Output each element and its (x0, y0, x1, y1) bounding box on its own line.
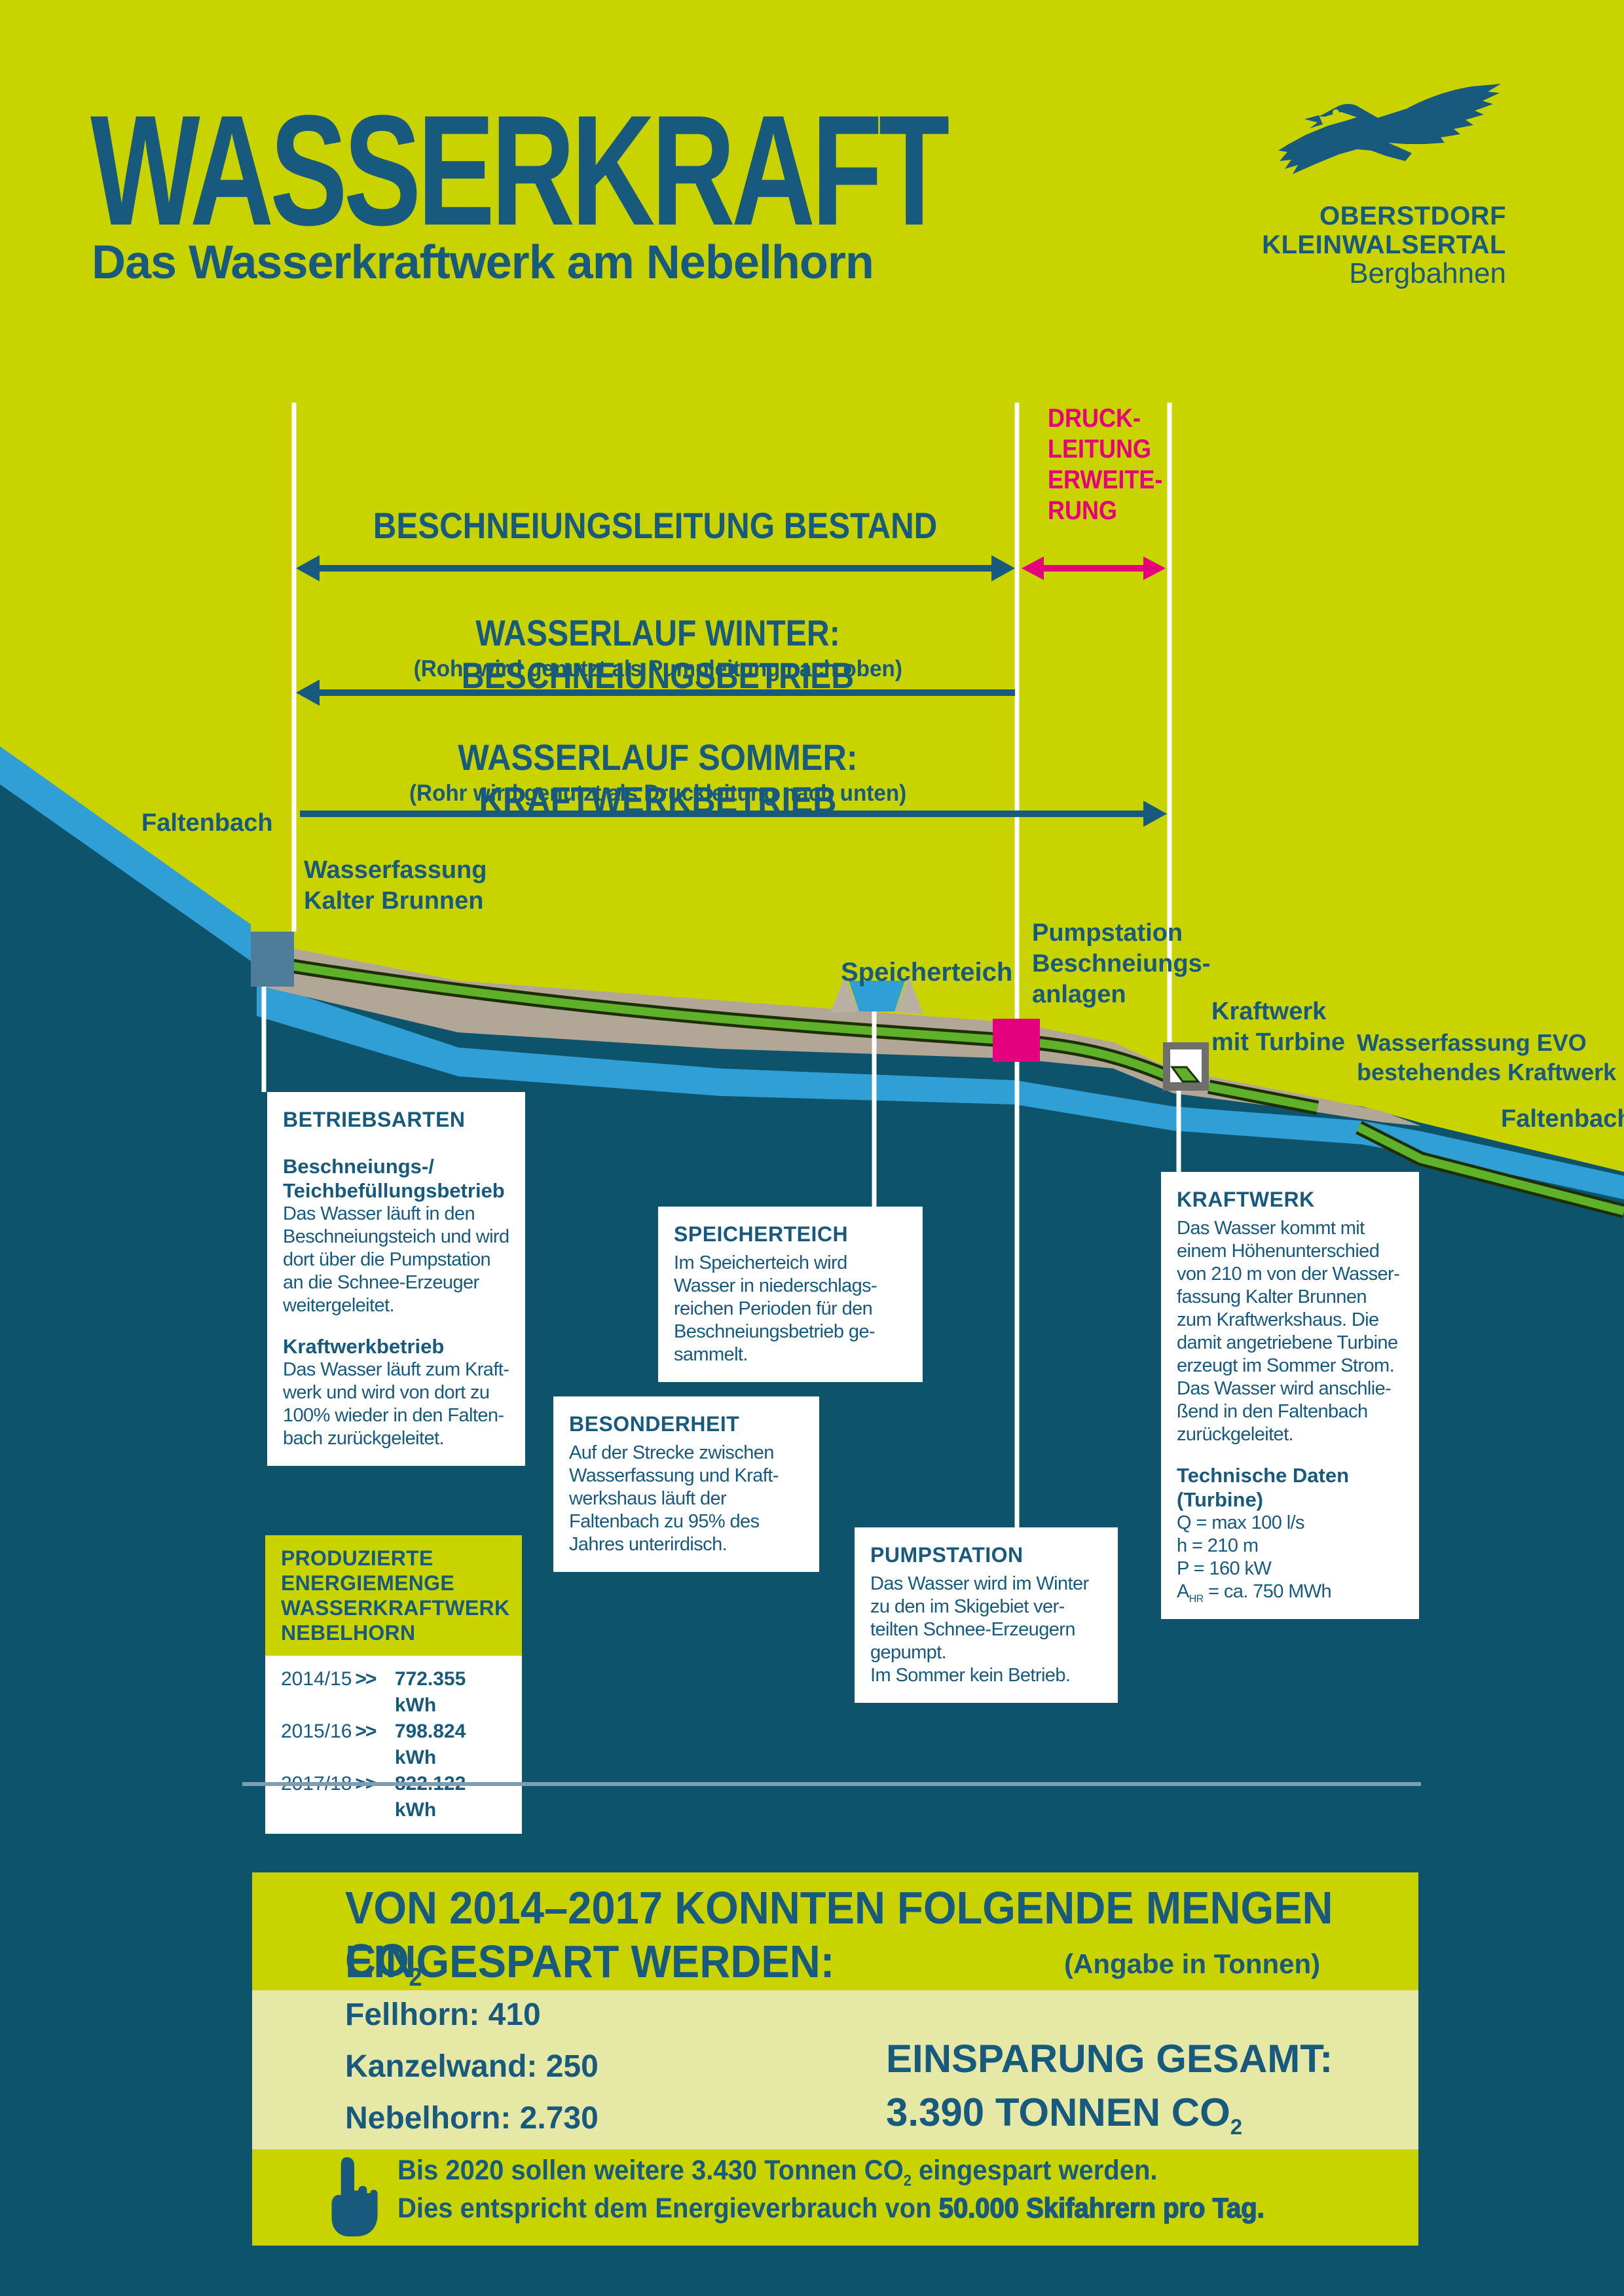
co2-mountain-values: Fellhorn: 410 Kanzelwand: 250 Nebelhorn:… (345, 1989, 599, 2144)
stream-underground (257, 981, 1624, 1199)
energiemenge-value: 772.355 kWh (394, 1668, 466, 1716)
label-pumpstation: Pumpstation Beschneiungs- anlagen (1032, 919, 1211, 1008)
pumpstation-structure (993, 1019, 1040, 1062)
infobox-besonderheit: BESONDERHEIT Auf der Strecke zwischen Wa… (553, 1396, 819, 1572)
page-subtitle: Das Wasserkraftwerk am Nebelhorn (92, 236, 874, 289)
label-beschneiungsleitung-bestand: BESCHNEIUNGSLEITUNG BESTAND (373, 505, 938, 546)
co2-row-kanzelwand: Kanzelwand: 250 (345, 2049, 599, 2084)
energiemenge-row: 2015/16 >> 798.824 kWh (281, 1719, 506, 1771)
co2-total: EINSPARUNG GESAMT: 3.390 TONNEN CO2 (886, 2032, 1333, 2140)
infobox-body: Das Wasser kommt mit einem Höhenuntersch… (1177, 1218, 1400, 1445)
energiemenge-year: 2015/16 (281, 1721, 352, 1742)
pipe-green (268, 958, 1179, 1084)
logo-line-kleinwalsertal: KLEINWALSERTAL (1262, 230, 1506, 259)
label-speicherteich: Speicherteich (841, 958, 1013, 987)
bestand-arrowhead-left (296, 555, 320, 581)
eagle-beak (1304, 115, 1323, 128)
stream-upper-left (0, 746, 251, 961)
bestand-arrowhead-right (991, 555, 1015, 581)
infobox-title: PUMPSTATION (870, 1543, 1024, 1567)
winter-arrowhead (296, 680, 320, 706)
infobox-subheading: Beschneiungs-/ Teichbefüllungsbetrieb (283, 1155, 505, 1202)
flow-arrows (296, 555, 1167, 827)
energiemenge-value: 798.824 kWh (394, 1721, 466, 1768)
label-wasserfassung-kalter-brunnen: Wasserfassung Kalter Brunnen (304, 856, 487, 915)
energiemenge-row: 2014/15 >> 772.355 kWh (281, 1666, 506, 1719)
infobox-pumpstation: PUMPSTATION Das Wasser wird im Winter zu… (855, 1527, 1118, 1703)
label-faltenbach-left: Faltenbach (141, 809, 273, 837)
connector-lines (261, 403, 1181, 1527)
label-faltenbach-right: Faltenbach (1501, 1105, 1624, 1133)
co2-savings-panel: VON 2014–2017 KONNTEN FOLGENDE MENGEN CO… (252, 1872, 1418, 2246)
energiemenge-value: 822.122 kWh (394, 1773, 466, 1821)
pond-water (849, 981, 905, 1011)
co2-note-line1: Bis 2020 sollen weitere 3.430 Tonnen CO2… (397, 2155, 1158, 2190)
note-wasserlauf-winter: (Rohr wird genutzt als Pumpleitung nach … (413, 656, 902, 682)
infobox-title: KRAFTWERK (1177, 1188, 1315, 1211)
co2-headline-band: VON 2014–2017 KONNTEN FOLGENDE MENGEN CO… (252, 1872, 1418, 1990)
logo-line-oberstdorf: OBERSTDORF (1320, 202, 1506, 230)
co2-row-fellhorn: Fellhorn: 410 (345, 1997, 541, 2032)
tech-data-h: h = 210 m (1177, 1535, 1259, 1556)
energiemenge-year: 2017/18 (281, 1773, 352, 1795)
tech-data-heading: Technische Daten (Turbine) (1177, 1464, 1350, 1511)
pipe-green-right1 (1208, 1082, 1319, 1112)
chevron-icon: >> (355, 1721, 377, 1742)
co2-total-label: EINSPARUNG GESAMT: (886, 2037, 1333, 2081)
co2-headline-line2: EINGESPART WERDEN: (345, 1936, 835, 1987)
chevron-icon: >> (355, 1773, 377, 1795)
kraftwerk-turbine-pipe (1170, 1066, 1201, 1083)
tech-data-q: Q = max 100 l/s (1177, 1512, 1305, 1533)
pointing-hand-icon (331, 2157, 378, 2236)
chevron-icon: >> (355, 1668, 377, 1690)
infobox-energiemenge: PRODUZIERTE ENERGIEMENGE WASSERKRAFTWERK… (265, 1535, 522, 1834)
sommer-arrowhead (1143, 801, 1167, 827)
energiemenge-year: 2014/15 (281, 1668, 352, 1690)
co2-note-line2: Dies entspricht dem Energieverbrauch von… (397, 2192, 1265, 2225)
druckleitung-arrowhead-left (1022, 556, 1044, 580)
infobox-title: SPEICHERTEICH (674, 1222, 849, 1246)
infobox-body: Im Speicherteich wird Wasser in niedersc… (674, 1252, 877, 1365)
tech-data-p: P = 160 kW (1177, 1558, 1272, 1579)
page-title: WASSERKRAFT (90, 82, 950, 258)
label-wasserlauf-winter: WASSERLAUF WINTER: BESCHNEIUNGSBETRIEB (461, 612, 855, 696)
co2-headline-line1: VON 2014–2017 KONNTEN FOLGENDE MENGEN CO… (345, 1882, 1333, 1992)
note-wasserlauf-sommer: (Rohr wird genutzt als Druckleitung nach… (409, 780, 907, 806)
infobox-title: BESONDERHEIT (569, 1412, 740, 1436)
co2-total-value: 3.390 TONNEN CO2 (886, 2090, 1243, 2139)
infobox-betriebsarten: BETRIEBSARTEN Beschneiungs-/ Teichbefüll… (267, 1092, 525, 1466)
tech-data-ahr: AHR = ca. 750 MWh (1177, 1581, 1332, 1605)
co2-values-band: Fellhorn: 410 Kanzelwand: 250 Nebelhorn:… (252, 1990, 1418, 2149)
energiemenge-row: 2017/18 >> 822.122 kWh (281, 1771, 506, 1823)
label-druckleitung-erweiterung: DRUCK- LEITUNG ERWEITE- RUNG (1048, 404, 1163, 525)
logo-line-bergbahnen: Bergbahnen (1349, 257, 1506, 289)
pipe-green-right2 (1357, 1123, 1624, 1216)
co2-unit-note: (Angabe in Tonnen) (1064, 1948, 1321, 1979)
section-divider (242, 1782, 1421, 1786)
label-wasserlauf-sommer: WASSERLAUF SOMMER: KRAFTWERKBETRIEB (458, 737, 858, 820)
wasserfassung-kalter-brunnen-structure (251, 932, 294, 987)
infobox-body: Das Wasser wird im Winter zu den im Skig… (870, 1573, 1089, 1686)
infobox-speicherteich: SPEICHERTEICH Im Speicherteich wird Wass… (658, 1207, 923, 1382)
pond-dam-left (830, 977, 859, 1013)
co2-row-nebelhorn: Nebelhorn: 2.730 (345, 2101, 599, 2136)
logo-wordmark: OBERSTDORF KLEINWALSERTAL Bergbahnen (1231, 202, 1506, 288)
infobox-body: Das Wasser läuft in den Beschneiungsteic… (283, 1203, 509, 1316)
infobox-subheading: Kraftwerkbetrieb (283, 1335, 445, 1358)
eagle-eye (1333, 109, 1339, 116)
energiemenge-table: 2014/15 >> 772.355 kWh 2015/16 >> 798.82… (265, 1656, 522, 1834)
eagle-logo-icon (1278, 84, 1501, 174)
energiemenge-heading: PRODUZIERTE ENERGIEMENGE WASSERKRAFTWERK… (265, 1535, 522, 1656)
druckleitung-arrowhead-right (1143, 556, 1166, 580)
label-wasserfassung-evo: Wasserfassung EVO bestehendes Kraftwerk (1357, 1029, 1617, 1085)
infobox-body: Das Wasser läuft zum Kraft- werk und wir… (283, 1359, 509, 1449)
infobox-body: Auf der Strecke zwischen Wasserfassung u… (569, 1442, 779, 1555)
pond-dam-right (895, 977, 923, 1014)
infobox-kraftwerk: KRAFTWERK Das Wasser kommt mit einem Höh… (1161, 1172, 1419, 1619)
infobox-title: BETRIEBSARTEN (283, 1108, 466, 1131)
label-kraftwerk-mit-turbine: Kraftwerk mit Turbine (1211, 998, 1346, 1056)
co2-note-band: Bis 2020 sollen weitere 3.430 Tonnen CO2… (252, 2149, 1418, 2246)
